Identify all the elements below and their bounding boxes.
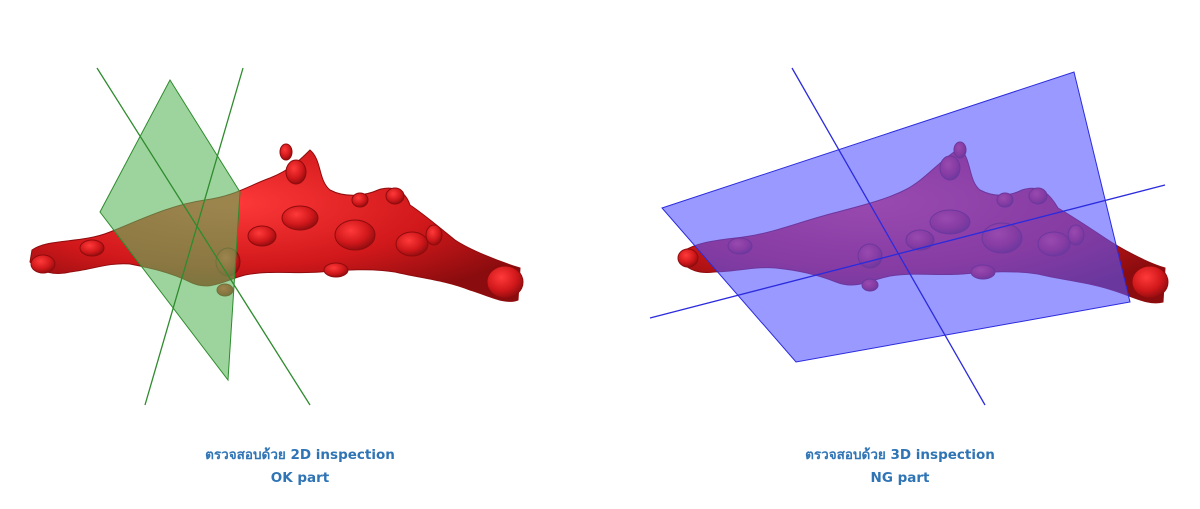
ng-part-3d-view [649, 67, 1169, 406]
inspection-plane-3d [649, 67, 1166, 406]
inspection-plane-2d [96, 67, 311, 406]
caption-title-3d: ตรวจสอบด้วย 3D inspection [805, 447, 995, 463]
caption-2d: ตรวจสอบด้วย 2D inspection OK part [0, 444, 600, 490]
ok-part-3d-view [29, 67, 524, 406]
caption-result-ng: NG part [870, 470, 930, 486]
panel-2d-inspection: ตรวจสอบด้วย 2D inspection OK part [0, 67, 600, 490]
red-part-shape [29, 143, 524, 302]
caption-result-ok: OK part [270, 470, 330, 486]
caption-title-2d: ตรวจสอบด้วย 2D inspection [205, 447, 395, 463]
caption-3d: ตรวจสอบด้วย 3D inspection NG part [600, 444, 1200, 490]
panel-3d-inspection: ตรวจสอบด้วย 3D inspection NG part [600, 0, 1200, 509]
